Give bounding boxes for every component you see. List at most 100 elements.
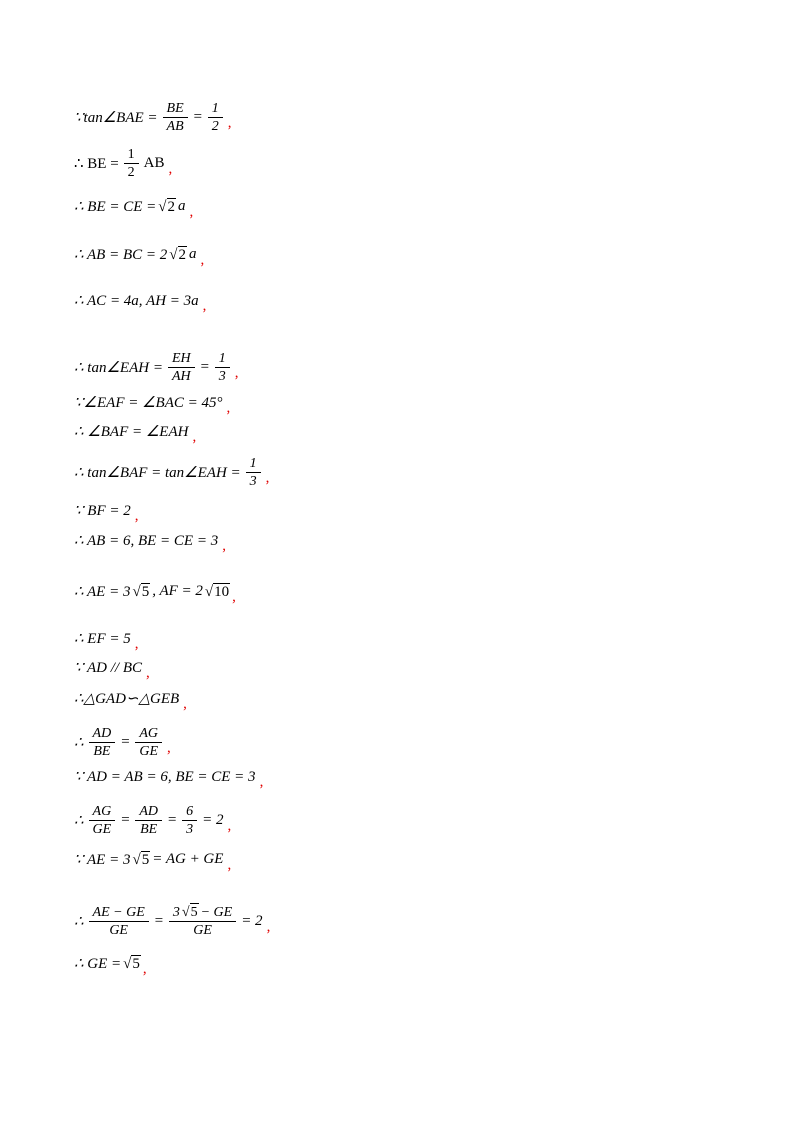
square-root: √ 5 [132, 850, 151, 869]
math-text: 3 [172, 904, 180, 920]
math-line: ∴ AE = 3 √ 5, AF = 2 √ 10, [72, 582, 236, 605]
math-text: ∴ BE = [74, 156, 119, 172]
math-line: ∴ AE − GE GE = 3 √ 5− GE GE = 2, [72, 903, 270, 939]
comma: , [189, 204, 194, 220]
comma: , [227, 818, 232, 834]
math-text: ∴ AE = 3 [74, 584, 131, 600]
denominator: 2 [208, 118, 223, 135]
denominator: 2 [124, 164, 139, 181]
comma: , [202, 298, 207, 314]
numerator: AG [88, 803, 116, 821]
math-text: BE [166, 101, 184, 116]
math-text: 1 [249, 456, 257, 471]
math-line: ∴ AC = 4a, AH = 3a, [72, 291, 206, 314]
math-line: ∵∠EAF = ∠BAC = 45°, [72, 393, 230, 416]
math-text: ∴ AC = 4a, AH = 3a [74, 293, 199, 309]
math-line: ∴ tan∠EAH = EH AH = 1 3, [72, 350, 239, 385]
fraction: AD BE [135, 803, 163, 838]
fraction: EH AH [167, 350, 195, 385]
denominator: BE [136, 821, 161, 838]
math-text: 1 [127, 147, 135, 162]
comma: , [192, 429, 197, 445]
radical-sign: √ [123, 955, 132, 972]
comma: , [134, 636, 139, 652]
math-text: ∴ EF = 5 [74, 631, 131, 647]
math-text: GE [193, 923, 212, 938]
radical-sign: √ [169, 246, 178, 263]
math-text: ∴ BE = CE = [74, 199, 157, 215]
math-line: ∴ AB = 6, BE = CE = 3, [72, 531, 226, 554]
comma: , [227, 115, 232, 131]
comma: , [222, 538, 226, 554]
radicand: 5 [131, 954, 141, 972]
denominator: GE [135, 743, 162, 760]
square-root: √ 2 [158, 197, 177, 216]
math-text: AG [139, 726, 159, 741]
math-text: EH [171, 351, 191, 366]
denominator: BE [89, 743, 114, 760]
radical-sign: √ [204, 583, 214, 600]
math-line: ∵ AD = AB = 6, BE = CE = 3, [72, 767, 263, 790]
denominator: GE [189, 922, 216, 939]
radicand: 2 [166, 197, 177, 215]
math-line: ∴△GAD∽△GEB, [72, 689, 187, 712]
math-text: AD [139, 804, 159, 819]
math-text: AH [171, 369, 191, 384]
numerator: EH [167, 350, 195, 368]
comma: , [226, 400, 231, 416]
math-line: ∵ AD // BC, [72, 658, 150, 681]
numerator: 1 [123, 146, 139, 164]
comma: , [227, 857, 232, 873]
math-text: ∵tan∠BAE = [74, 110, 158, 126]
math-text: AB [166, 119, 184, 134]
radicand: 5 [189, 903, 199, 920]
fraction: 3 √ 5− GE GE [168, 903, 237, 939]
numerator: 6 [182, 803, 198, 821]
math-text: 3 [218, 369, 226, 384]
denominator: 3 [246, 473, 261, 490]
math-text: = [120, 812, 131, 828]
comma: , [146, 665, 150, 681]
math-text: 6 [186, 804, 194, 819]
denominator: 3 [182, 821, 197, 838]
math-line: ∴ BE = 1 2 AB, [72, 146, 172, 181]
denominator: 3 [215, 368, 230, 385]
fraction: AG GE [135, 725, 163, 760]
math-line: ∵ BF = 2, [72, 501, 139, 524]
radicand: 10 [213, 582, 231, 600]
math-text: AD [92, 726, 112, 741]
math-line: ∴ tan∠BAF = tan∠EAH = 1 3, [72, 455, 269, 490]
fraction: AG GE [88, 803, 116, 838]
math-line: ∴ EF = 5, [72, 629, 139, 652]
math-line: ∴ AG GE = AD BE = 6 3 = 2, [72, 803, 231, 838]
math-text: 2 [127, 165, 135, 180]
math-text: GE [109, 922, 128, 938]
comma: , [142, 961, 147, 977]
radicand: 5 [140, 850, 151, 868]
comma: , [259, 774, 264, 790]
denominator: AH [168, 368, 195, 385]
numerator: 3 √ 5− GE [168, 903, 237, 922]
numerator: 1 [207, 100, 223, 118]
math-line: ∴ AD BE = AG GE, [72, 725, 171, 760]
math-text: a [178, 198, 186, 214]
comma: , [234, 365, 239, 381]
math-text: ∴ [74, 913, 84, 930]
math-text: 3 [249, 474, 257, 489]
math-text: = [153, 912, 164, 929]
comma: , [232, 589, 236, 605]
math-text: = [167, 812, 178, 828]
math-text: ∴ ∠BAF = ∠EAH [74, 424, 189, 440]
math-line: ∴ ∠BAF = ∠EAH, [72, 422, 196, 445]
fraction: AE − GE GE [88, 904, 149, 939]
radical-sign: √ [132, 851, 141, 868]
math-text: ∴ tan∠BAF = tan∠EAH = [74, 465, 241, 481]
math-text: ∵ BF = 2 [74, 503, 131, 519]
radical-sign: √ [158, 198, 167, 215]
numerator: 1 [245, 455, 261, 473]
